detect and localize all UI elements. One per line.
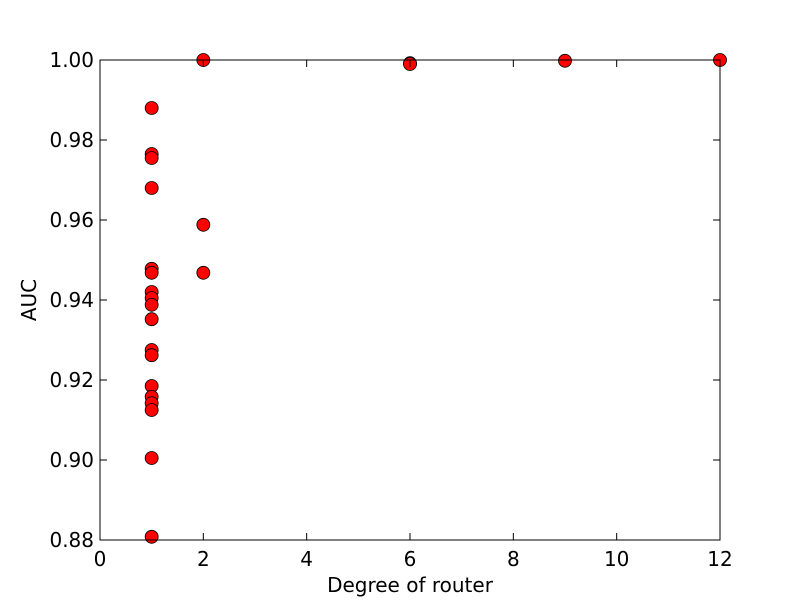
data-point [144, 348, 159, 363]
y-axis-title: AUC [17, 279, 41, 321]
axis-ticks: 0 2 4 6 8 10 12 0.88 0.90 0.92 0.94 0.96 0.98 1.00 [49, 48, 732, 571]
x-tick-label: 10 [604, 547, 629, 571]
data-point [558, 53, 572, 68]
x-tick-label: 4 [300, 547, 313, 571]
data-point [144, 181, 159, 195]
plot-area-frame [99, 59, 721, 541]
x-tick-label: 6 [404, 547, 417, 571]
data-point [144, 529, 159, 544]
y-tick-label: 0.90 [49, 448, 94, 472]
x-tick-label: 12 [707, 547, 732, 571]
x-tick-label: 8 [507, 547, 520, 571]
data-point [144, 101, 159, 115]
data-point [144, 297, 159, 312]
y-tick-label: 0.88 [49, 528, 94, 552]
y-tick-label: 0.98 [49, 128, 94, 152]
data-point [144, 451, 159, 465]
y-tick-label: 1.00 [49, 48, 94, 72]
y-tick-label: 0.92 [49, 368, 94, 392]
y-tick-label: 0.96 [49, 208, 94, 232]
data-point [144, 265, 159, 280]
y-tick-label: 0.94 [49, 288, 94, 312]
x-tick-label: 2 [197, 547, 210, 571]
data-point [144, 403, 159, 417]
data-point [144, 312, 159, 327]
data-point [196, 217, 211, 232]
data-point [144, 151, 159, 165]
data-markers [144, 53, 727, 544]
x-axis-title: Degree of router [327, 573, 494, 597]
x-tick-label: 0 [94, 547, 107, 571]
data-point [196, 265, 211, 280]
